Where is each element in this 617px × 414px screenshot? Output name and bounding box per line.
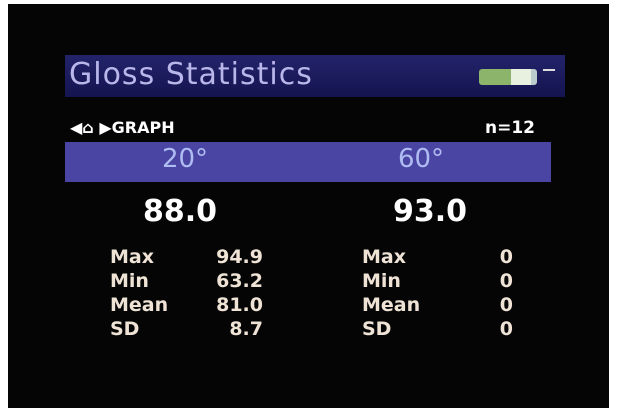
- reading-value: 93.0: [392, 194, 468, 229]
- stat-label: SD: [110, 318, 140, 340]
- stat-label: SD: [362, 318, 392, 340]
- stat-label: Mean: [110, 294, 169, 316]
- stat-value: 63.2: [216, 270, 263, 292]
- stat-label: Min: [110, 270, 149, 292]
- stat-label: Mean: [362, 294, 421, 316]
- stat-value: 8.7: [229, 318, 263, 340]
- stat-value: 0: [499, 318, 513, 340]
- stat-label: Max: [362, 246, 406, 268]
- angle-bar: 20° 60°: [65, 142, 551, 182]
- stat-value: 0: [499, 294, 513, 316]
- nav-label: GRAPH: [111, 118, 175, 137]
- title-bar: Gloss Statistics: [65, 55, 565, 97]
- stat-value: 0: [499, 246, 513, 268]
- angle-label: 60°: [397, 144, 445, 174]
- stat-value: 94.9: [216, 246, 263, 268]
- device-screen: Gloss Statistics ◀⌂ ▶GRAPH n=12 20° 60° 8…: [8, 4, 609, 408]
- screen-title: Gloss Statistics: [69, 57, 313, 92]
- stat-label: Max: [110, 246, 154, 268]
- stat-value: 0: [499, 270, 513, 292]
- nav-row[interactable]: ◀⌂ ▶GRAPH: [70, 118, 175, 137]
- stat-value: 81.0: [216, 294, 263, 316]
- status-icon: [543, 59, 555, 71]
- stat-label: Min: [362, 270, 401, 292]
- reading-value: 88.0: [142, 194, 218, 229]
- angle-label: 20°: [161, 144, 209, 174]
- sample-count: n=12: [484, 118, 535, 138]
- battery-icon: [479, 69, 537, 85]
- nav-arrows: ◀⌂ ▶: [70, 118, 112, 137]
